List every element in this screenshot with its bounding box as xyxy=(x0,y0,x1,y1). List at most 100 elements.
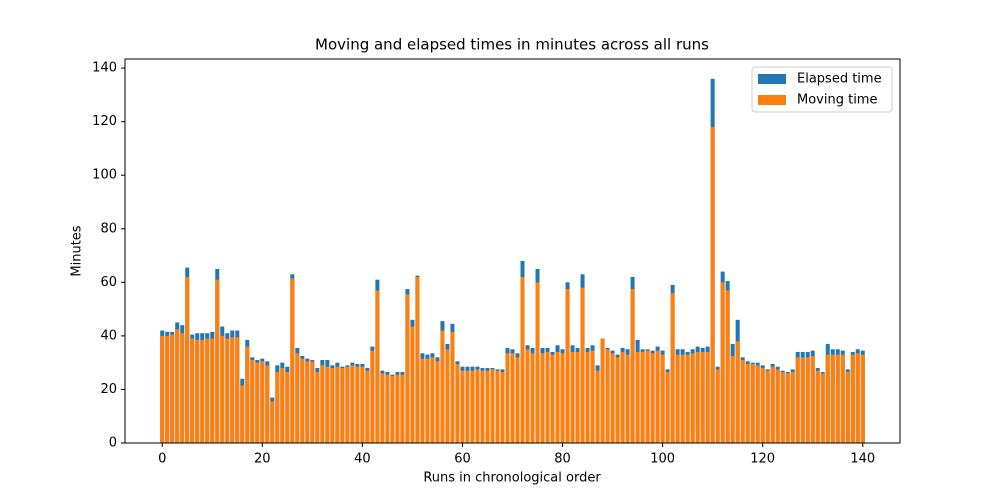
bar xyxy=(675,354,680,443)
bar xyxy=(695,351,700,443)
bar xyxy=(615,357,620,443)
bar xyxy=(610,353,615,443)
x-tick-label: 140 xyxy=(850,452,875,467)
bar xyxy=(425,358,430,443)
bar xyxy=(725,290,730,443)
bar xyxy=(560,353,565,443)
bar xyxy=(275,372,280,443)
bar xyxy=(515,357,520,443)
legend-label: Elapsed time xyxy=(797,72,882,87)
bar xyxy=(555,351,560,443)
bar xyxy=(745,364,750,443)
bar xyxy=(740,359,745,443)
bar xyxy=(310,361,315,443)
bar xyxy=(795,357,800,443)
bar xyxy=(535,282,540,443)
x-tick-label: 60 xyxy=(454,452,471,467)
bar xyxy=(430,357,435,443)
bar xyxy=(230,337,235,443)
bar xyxy=(820,373,825,443)
bar xyxy=(390,376,395,443)
bar xyxy=(660,354,665,443)
bar xyxy=(720,282,725,443)
bar xyxy=(545,351,550,443)
bar xyxy=(245,346,250,443)
bar xyxy=(815,370,820,443)
bar xyxy=(490,369,495,443)
bar xyxy=(240,385,245,443)
bar xyxy=(805,357,810,443)
y-tick-label: 20 xyxy=(100,382,117,397)
bar xyxy=(635,351,640,443)
bar xyxy=(475,369,480,443)
bar xyxy=(825,354,830,443)
bar xyxy=(305,361,310,443)
bar xyxy=(600,338,605,443)
bar xyxy=(290,278,295,443)
bar xyxy=(845,372,850,443)
bar xyxy=(775,369,780,443)
bar xyxy=(385,374,390,443)
bar xyxy=(785,373,790,443)
bar xyxy=(520,276,525,443)
bar xyxy=(175,329,180,443)
bar xyxy=(365,370,370,443)
bar xyxy=(485,370,490,443)
bar xyxy=(380,373,385,443)
y-tick-label: 140 xyxy=(92,61,117,76)
y-tick-label: 100 xyxy=(92,168,117,183)
bar xyxy=(565,289,570,443)
bar xyxy=(620,351,625,443)
bar xyxy=(395,374,400,443)
bar xyxy=(735,341,740,443)
bar xyxy=(315,372,320,443)
bar xyxy=(595,370,600,443)
bar xyxy=(285,372,290,443)
legend-label: Moving time xyxy=(797,93,877,108)
bar xyxy=(465,370,470,443)
bar xyxy=(470,370,475,443)
bar xyxy=(280,368,285,443)
chart-title: Moving and elapsed times in minutes acro… xyxy=(315,36,709,54)
y-tick-label: 120 xyxy=(92,114,117,129)
bar xyxy=(415,276,420,443)
bar xyxy=(550,354,555,443)
bar xyxy=(200,339,205,443)
bar xyxy=(780,372,785,443)
bar xyxy=(710,127,715,444)
legend-box xyxy=(751,66,893,113)
y-tick-label: 80 xyxy=(100,221,117,236)
bar xyxy=(800,357,805,443)
bar xyxy=(450,331,455,443)
bar xyxy=(730,355,735,443)
bar xyxy=(235,337,240,443)
bar xyxy=(210,338,215,443)
bar xyxy=(225,338,230,443)
y-axis-label: Minutes xyxy=(70,225,85,276)
bar xyxy=(185,276,190,443)
bar xyxy=(605,349,610,443)
bar xyxy=(265,365,270,443)
bar xyxy=(435,361,440,443)
bar xyxy=(190,338,195,443)
bar xyxy=(330,368,335,443)
bar xyxy=(670,293,675,443)
x-tick-label: 40 xyxy=(354,452,371,467)
bar xyxy=(320,365,325,443)
x-tick-label: 20 xyxy=(254,452,271,467)
bar xyxy=(655,350,660,443)
bar xyxy=(640,351,645,443)
bar xyxy=(440,330,445,443)
bar xyxy=(630,289,635,443)
bar xyxy=(530,353,535,443)
y-tick-label: 60 xyxy=(100,275,117,290)
bar xyxy=(715,369,720,443)
bar xyxy=(420,358,425,443)
x-axis-label: Runs in chronological order xyxy=(423,471,601,486)
bar xyxy=(335,366,340,443)
bar xyxy=(855,353,860,443)
bar xyxy=(650,353,655,443)
bar xyxy=(690,353,695,443)
